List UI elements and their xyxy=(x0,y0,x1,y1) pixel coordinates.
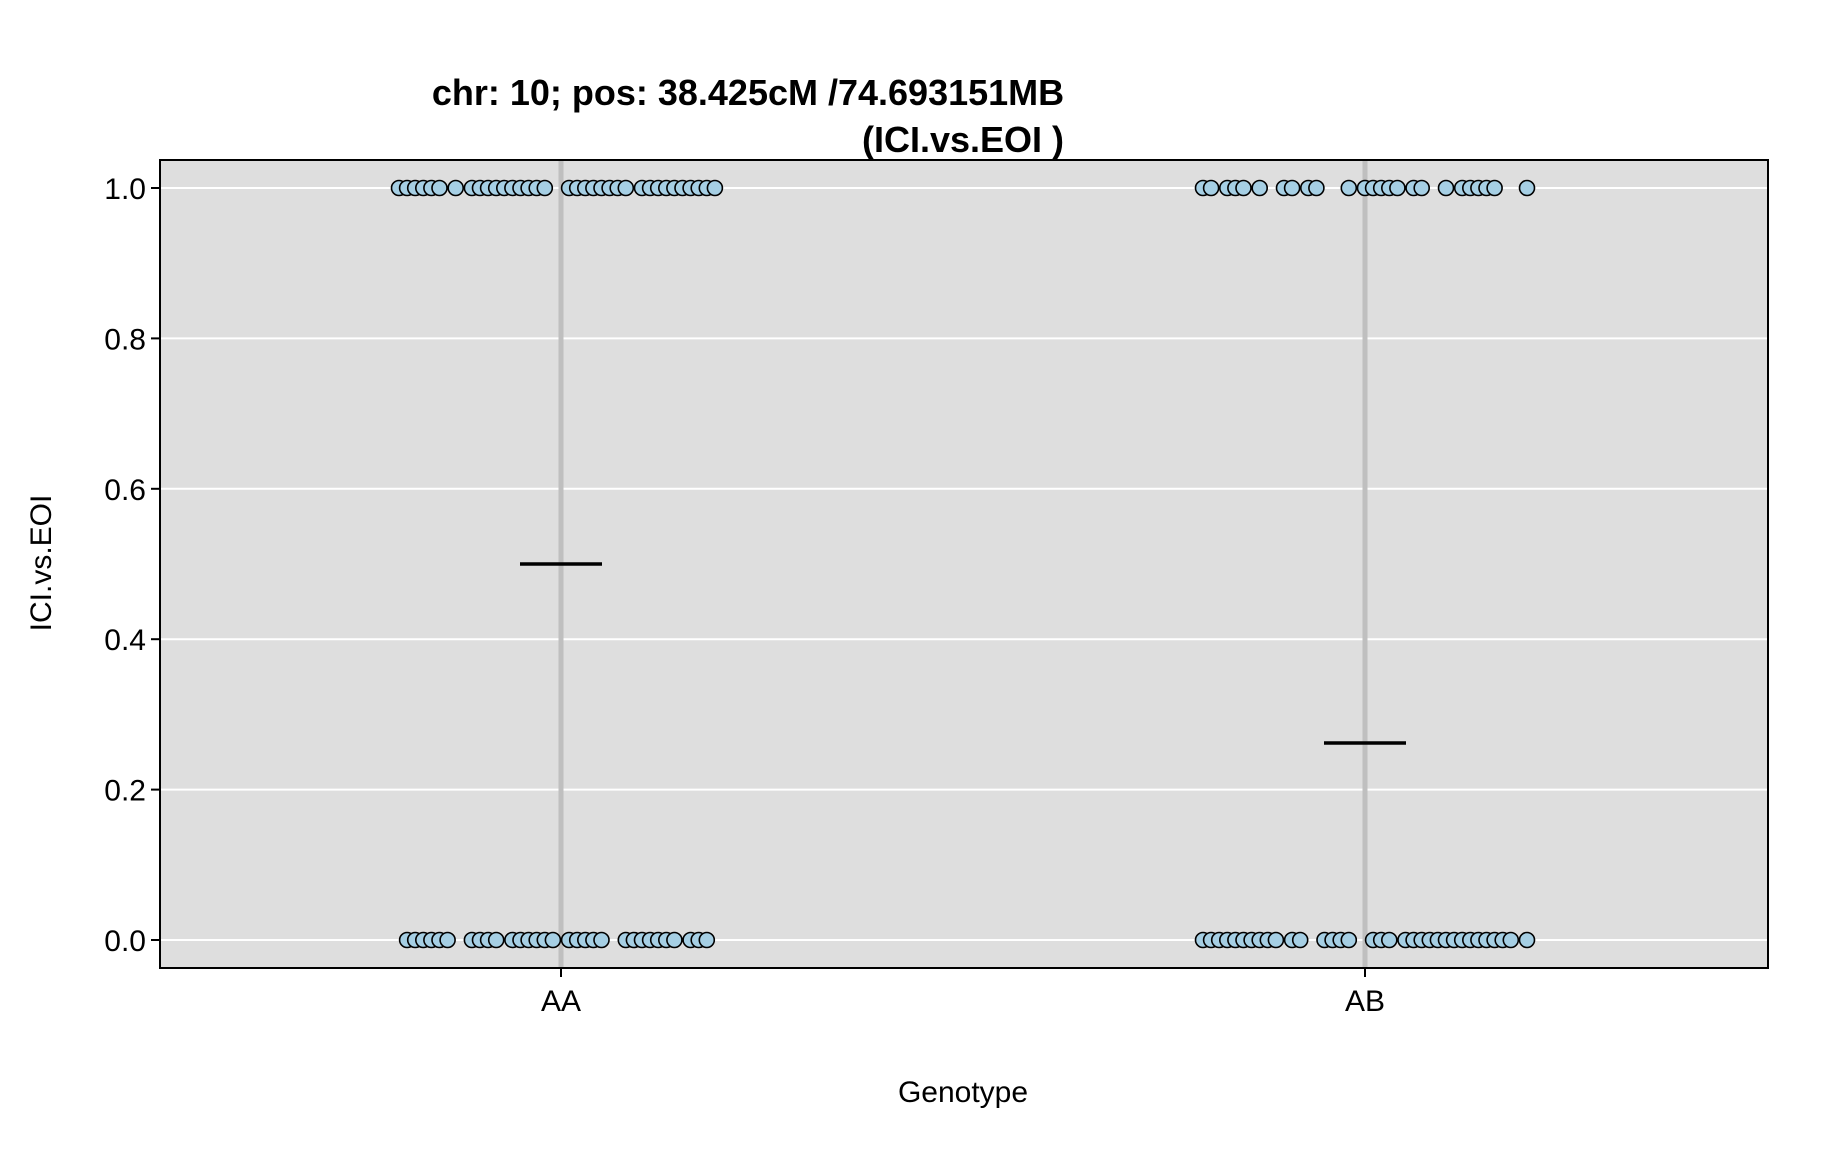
data-point-AB-5 xyxy=(1251,179,1268,197)
plot-border xyxy=(159,159,1769,969)
data-point-AA-5 xyxy=(431,179,448,197)
data-point-AB-9 xyxy=(1308,179,1325,197)
data-point-AB-40 xyxy=(1340,931,1358,949)
y-tick-label-0.2: 0.2 xyxy=(104,775,146,808)
data-point-AA-34 xyxy=(706,179,724,197)
data-point-AA-44 xyxy=(487,931,505,949)
data-point-AB-7 xyxy=(1283,179,1301,197)
data-point-AB-18 xyxy=(1437,179,1455,197)
y-tick-label-0.4: 0.4 xyxy=(104,624,146,657)
data-point-AB-43 xyxy=(1381,931,1398,949)
x-tick-label-AB: AB xyxy=(1345,985,1385,1018)
data-point-AB-17 xyxy=(1413,179,1430,197)
data-point-AB-23 xyxy=(1486,179,1503,197)
data-point-AB-58 xyxy=(1518,931,1536,949)
data-point-AB-15 xyxy=(1389,179,1406,197)
data-point-AA-24 xyxy=(617,179,635,197)
y-tick-label-0.6: 0.6 xyxy=(104,474,146,507)
data-point-AA-62 xyxy=(666,931,683,949)
data-point-AB-4 xyxy=(1235,179,1252,197)
data-point-AB-10 xyxy=(1340,179,1358,197)
x-axis-ticks: AA AB xyxy=(541,968,1385,1018)
data-points xyxy=(390,179,1536,949)
y-axis-ticks: 0.0 0.2 0.4 0.6 0.8 1.0 xyxy=(104,173,160,958)
y-tick-label-1.0: 1.0 xyxy=(104,173,146,206)
x-tick-label-AA: AA xyxy=(541,985,581,1018)
mean-markers xyxy=(520,562,1406,745)
chart-title-line-1: chr: 10; pos: 38.425cM /74.693151MB xyxy=(432,72,1064,113)
data-point-AB-57 xyxy=(1502,931,1520,949)
y-tick-label-0.8: 0.8 xyxy=(104,323,146,356)
data-point-AB-36 xyxy=(1291,931,1309,949)
data-point-AA-6 xyxy=(447,179,465,197)
x-axis-title: Genotype xyxy=(898,1076,1028,1109)
data-point-AA-40 xyxy=(439,931,456,949)
data-point-AA-50 xyxy=(544,931,562,949)
data-point-AA-16 xyxy=(536,179,554,197)
data-point-AA-55 xyxy=(593,931,610,949)
chart-title-line-2: (ICI.vs.EOI ) xyxy=(862,119,1064,160)
y-axis-title: ICI.vs.EOI xyxy=(25,495,58,632)
plot-panel xyxy=(160,160,1768,968)
data-point-AB-1 xyxy=(1202,179,1220,197)
data-point-AB-34 xyxy=(1267,931,1285,949)
data-point-AB-24 xyxy=(1518,179,1536,197)
y-tick-label-0.0: 0.0 xyxy=(104,925,146,958)
data-point-AA-65 xyxy=(698,931,716,949)
